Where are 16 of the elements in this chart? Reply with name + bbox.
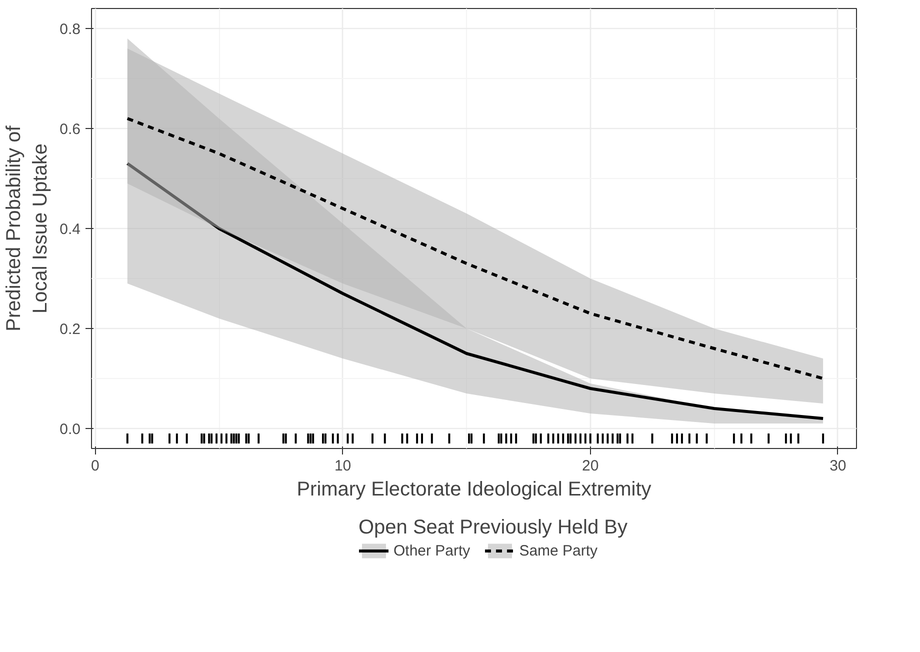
y-tick-label: 0.2	[60, 321, 81, 338]
x-axis-title: Primary Electorate Ideological Extremity	[296, 478, 652, 500]
line-series	[126, 162, 825, 420]
y-tick-label: 0.4	[60, 221, 81, 238]
y-tick-label: 0.8	[60, 21, 81, 38]
legend-label: Other Party	[393, 542, 470, 559]
legend-title: Open Seat Previously Held By	[358, 516, 628, 540]
y-axis-title: Predicted Probability of Local Issue Uptake	[3, 125, 52, 332]
y-tick-label: 0.6	[60, 121, 81, 138]
x-tick-label: 30	[830, 458, 846, 474]
y-tick-label: 0.0	[60, 421, 81, 438]
legend-label: Same Party	[519, 542, 598, 559]
x-tick-label: 10	[334, 458, 352, 474]
line-series	[126, 117, 825, 380]
x-tick-label: 0	[91, 458, 100, 474]
x-tick-label: 20	[582, 458, 599, 474]
